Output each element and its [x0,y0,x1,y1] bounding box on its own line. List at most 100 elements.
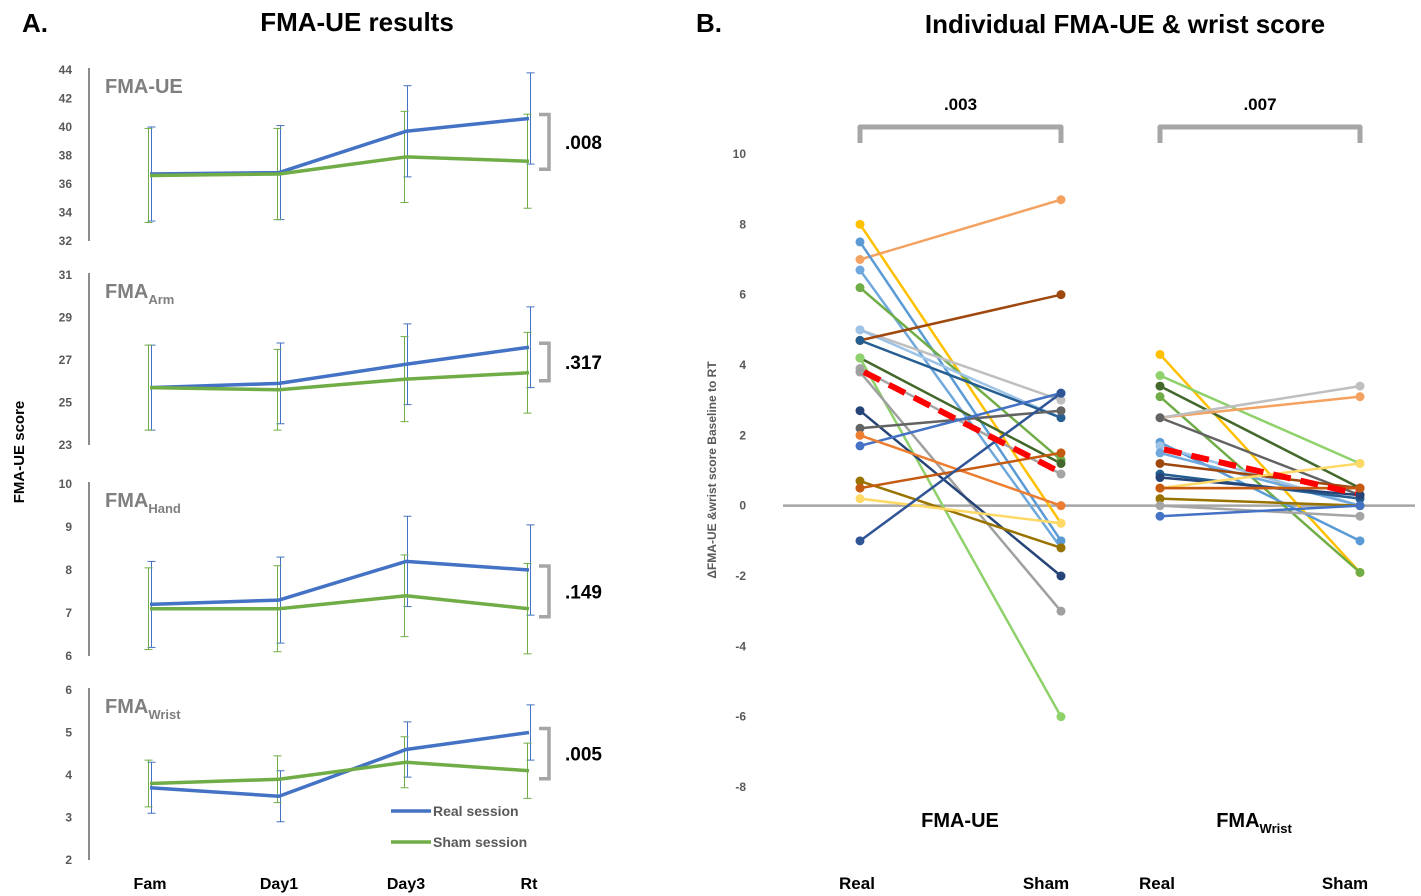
y-tick-label: 23 [59,438,73,452]
panel-a-ylabel: FMA-UE score [11,401,28,504]
legend-sham-label: Sham session [433,834,527,850]
subject-line [858,357,1063,718]
x-tick-label: Sham [1023,874,1069,893]
subject-point-sham [1056,448,1066,458]
y-tick-label: 6 [65,649,72,663]
p-value-label: .003 [944,95,977,114]
subject-point-real [855,441,865,451]
subject-point-sham [1355,567,1365,577]
subject-point-sham [1056,195,1066,205]
subject-line [859,356,1062,465]
panel-a-title: FMA-UE results [260,7,454,37]
y-tick-label: 2 [739,428,746,442]
subject-point-real [855,483,865,493]
y-tick-label: 7 [65,606,72,620]
p-value-label: .317 [565,353,602,374]
subject-line [858,241,1063,542]
subject-line [859,497,1062,525]
subplot-fma-arm: 23 25 27 29 31 FMAArm .317 [59,268,602,452]
subject-point-real [855,265,865,275]
subplot-title-main: FMA-UE [105,76,183,98]
subject-point-sham [1355,536,1365,546]
y-tick-label: -2 [735,569,746,583]
subject-point-sham [1056,413,1066,423]
subject-point-real [1155,494,1165,504]
y-tick-label: -8 [735,780,746,794]
subject-line [1159,384,1361,419]
sham-session-line [149,760,530,786]
subject-point-sham [1056,501,1066,511]
subject-point-real [1155,441,1165,451]
y-tick-label: 29 [59,311,73,325]
subject-point-real [1155,392,1165,402]
subject-point-sham [1355,511,1365,521]
real-session-line [149,345,530,390]
real-session-line [149,559,530,607]
subplot-fma-wrist: 2 3 4 5 6 FMAWrist .005 [65,683,602,867]
y-tick-label: 27 [59,353,73,367]
y-tick-label: 32 [59,234,73,248]
subplot-title-subscript: Arm [148,292,174,307]
x-tick-label: Rt [521,876,539,893]
y-tick-label: -6 [735,710,746,724]
subplot-fma-ue: 32 34 36 38 40 42 44 FMA-UE .008 [59,63,602,248]
subject-point-real [855,255,865,264]
legend-real-label: Real session [433,803,519,819]
panel-a-label: A. [22,8,48,38]
mean-change-line [1163,446,1357,497]
y-tick-label: 38 [59,149,73,163]
subject-line [859,339,1062,419]
panel-b-title: Individual FMA-UE & wrist score [925,9,1325,39]
y-tick-label: 36 [59,177,73,191]
y-tick-label: 5 [65,726,72,740]
y-tick-label: -4 [735,639,746,653]
legend: Real session Sham session [391,803,527,850]
subject-line [1159,353,1361,574]
y-tick-label: 3 [65,811,72,825]
significance-bracket [539,564,551,619]
subject-point-sham [1355,501,1365,511]
y-tick-label: 8 [65,563,72,577]
subject-point-sham [1056,543,1066,553]
subject-point-real [855,335,865,345]
subject-line [1159,462,1361,490]
subject-point-real [1155,483,1165,493]
x-tick-label: Fam [134,876,167,893]
subject-line [1159,384,1361,490]
subject-point-sham [1056,536,1066,546]
subject-point-real [855,536,865,546]
subject-point-real [1155,381,1165,391]
subject-point-sham [1056,458,1066,468]
y-tick-label: 10 [733,147,747,161]
panel-a-x-axis-labels: Fam Day1 Day3 Rt [134,876,539,893]
subject-point-real [855,237,865,247]
subplot-title-main: FMA [105,696,148,718]
subject-point-real [855,283,865,293]
y-tick-label: 2 [65,853,72,867]
group-label: FMAWrist [1216,810,1292,836]
panel-b-plot: -8 -6 -4 -2 0 2 4 6 8 10 .003 FMA-UE Real Sham .007 FMA… [733,95,1415,893]
real-session-line [149,730,530,798]
subplot-title: FMAArm [105,281,174,307]
y-tick-label: 25 [59,396,73,410]
group-label-subscript: Wrist [1260,821,1293,836]
x-tick-label: Day1 [260,876,298,893]
subject-point-real [855,423,865,433]
subject-point-sham [1056,712,1066,722]
subject-point-sham [1355,392,1365,402]
sham-session-line [149,371,530,392]
panel-a-plots: 32343638404244FMA-UE.0082325272931FMAArm… [59,63,603,867]
sham-session-line [150,594,530,611]
subject-point-sham [1355,490,1365,500]
subplot-title-subscript: Wrist [148,707,181,722]
subject-point-sham [1355,458,1365,468]
subject-point-real [1155,458,1165,468]
subject-point-real [855,219,865,229]
y-tick-label: 44 [59,63,73,77]
x-tick-label: Real [839,874,875,893]
y-tick-label: 0 [739,499,746,513]
subject-line [1159,497,1361,507]
significance-bracket [539,112,551,171]
subject-line [1159,504,1361,518]
x-tick-label: Day3 [387,876,425,893]
